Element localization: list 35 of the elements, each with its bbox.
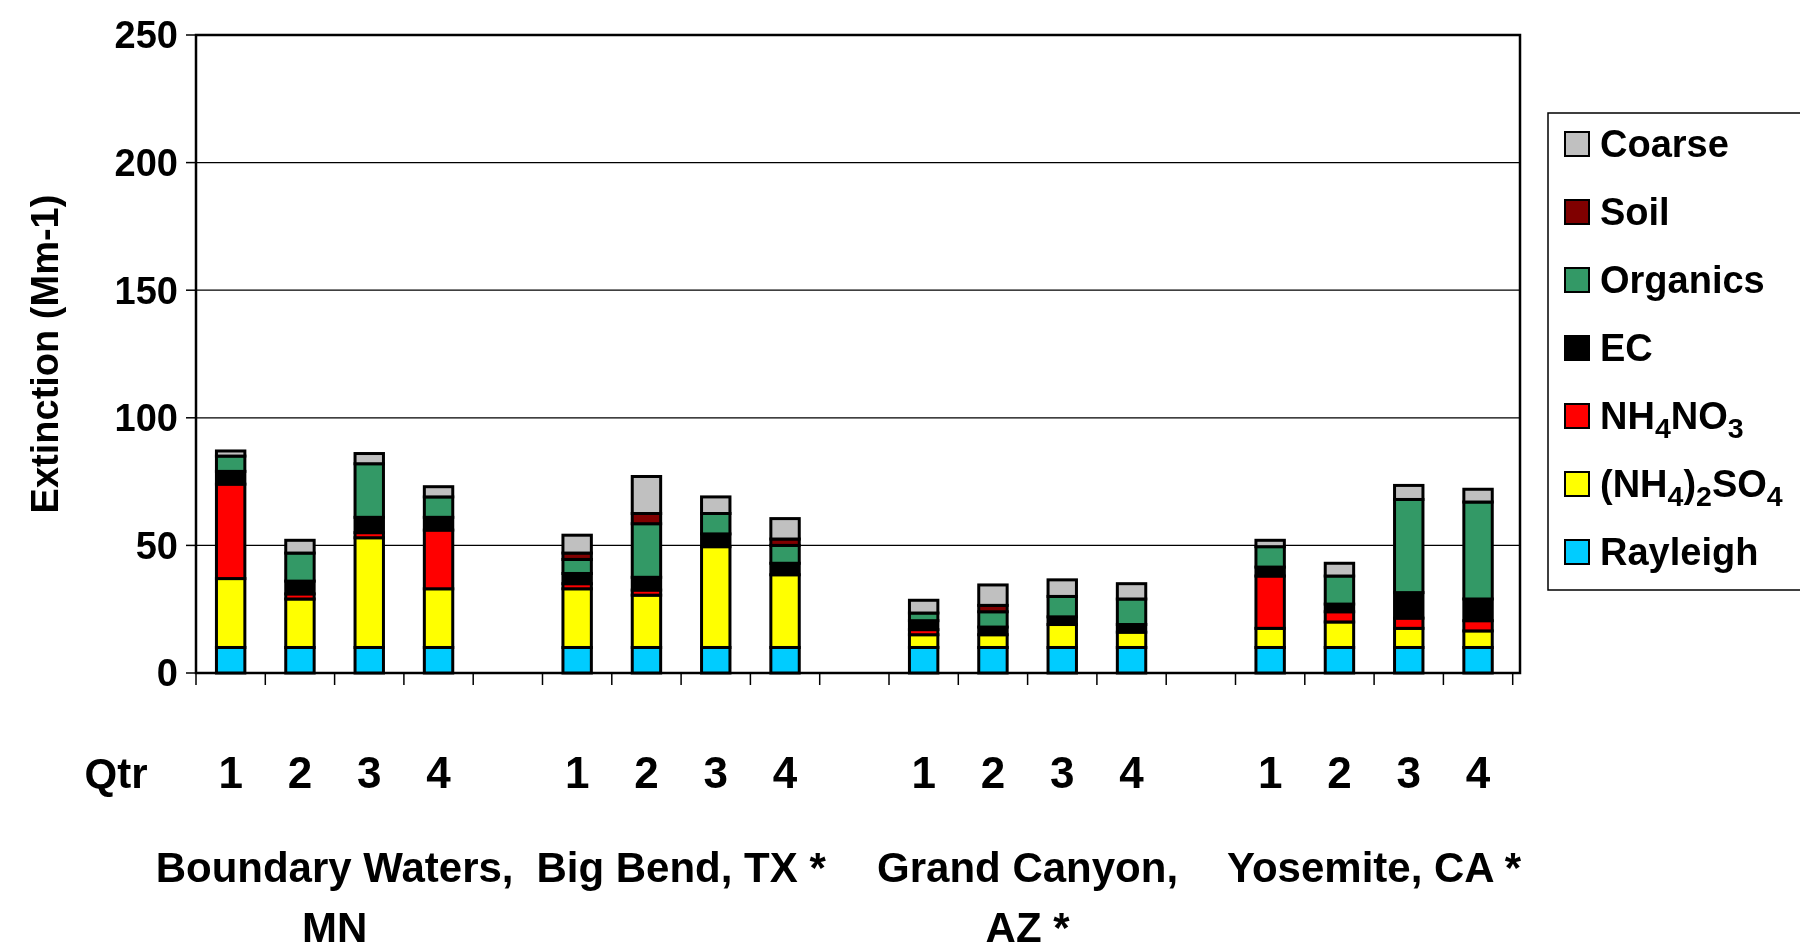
x-tick-label: 4 (1119, 748, 1145, 797)
x-tick-label: 2 (1327, 748, 1352, 797)
x-tick-label: 2 (980, 748, 1006, 797)
x-tick-label: 3 (357, 748, 382, 797)
x-tick-label: 4 (426, 748, 452, 797)
x-tick-label: 4 (1465, 748, 1491, 797)
x-tick-label: 1 (1257, 748, 1283, 797)
x-tick-label: 2 (634, 748, 659, 797)
legend-label: NH$_{4}$NO$_{3}$ (1600, 395, 1744, 444)
y-tick-label: 150 (114, 269, 178, 312)
legend-label: EC (1600, 327, 1653, 370)
y-tick-label: 100 (114, 397, 178, 440)
x-axis-title: Qtr (84, 750, 148, 797)
legend-label: Organics (1600, 259, 1765, 302)
legend-label: Soil (1600, 191, 1670, 234)
x-tick-label: 3 (1396, 748, 1421, 797)
y-tick-label: 0 (156, 652, 178, 695)
legend-label: (NH$_{4}$)$_{2}$SO$_{4}$ (1600, 463, 1783, 512)
y-tick-label: 250 (114, 14, 178, 57)
text: Big Bend, TX * (536, 844, 827, 891)
y-tick-label: 50 (135, 524, 178, 567)
y-tick-label: 200 (114, 141, 178, 184)
x-tick-label: 2 (287, 748, 313, 797)
text: Yosemite, CA * (1227, 844, 1522, 891)
x-tick-label: 4 (772, 748, 798, 797)
legend-label: Rayleigh (1600, 531, 1759, 574)
text: Boundary Waters, MN (155, 844, 514, 950)
x-tick-label: 3 (703, 748, 728, 797)
x-tick-label: 1 (218, 748, 243, 797)
legend-label: Coarse (1600, 123, 1729, 166)
y-axis-title: Extinction (Mm-1) (24, 194, 66, 514)
x-tick-label: 3 (1050, 748, 1075, 797)
text: Grand Canyon, AZ * (877, 844, 1179, 950)
x-tick-label: 1 (564, 748, 590, 797)
x-tick-label: 1 (911, 748, 936, 797)
